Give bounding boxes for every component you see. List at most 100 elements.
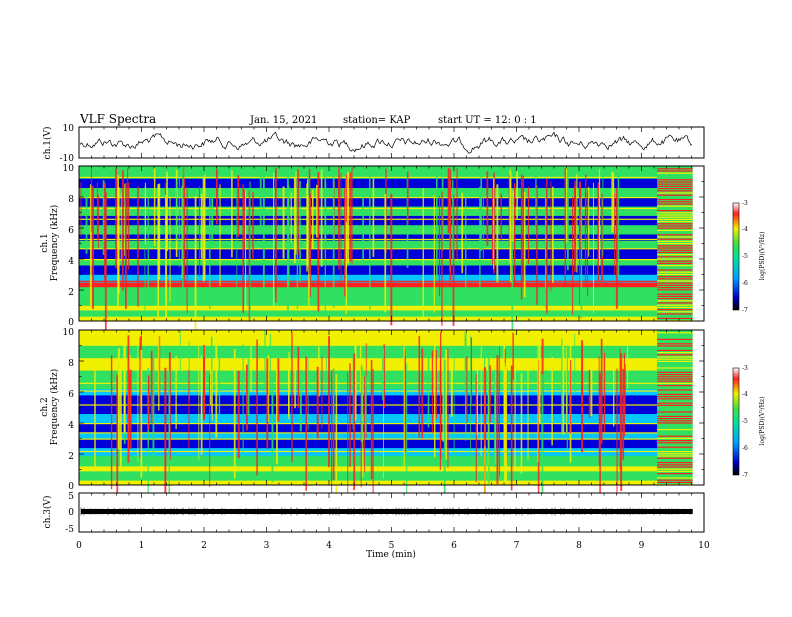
- spectrogram-end-row: [657, 196, 693, 198]
- spectrogram-sferic: [576, 173, 578, 273]
- spectrogram-end-row: [657, 470, 693, 472]
- spectrogram-sferic: [355, 341, 357, 412]
- spectrogram-sferic: [362, 375, 364, 478]
- spectrogram-end-row: [657, 234, 693, 236]
- spectrogram-sferic: [181, 185, 183, 278]
- spectrogram-sferic: [247, 358, 250, 416]
- spectrogram-sferic: [499, 346, 500, 476]
- spectrogram-sferic: [338, 176, 340, 235]
- spectrogram-sferic: [236, 193, 238, 303]
- ch3-ytick-bottom: -5: [65, 525, 74, 535]
- spectrogram-sferic: [245, 190, 247, 307]
- x-axis-tick-labels: 0 1 2 3 4 5 6 7 8 9 10: [76, 541, 710, 551]
- spectrogram-end-row: [657, 396, 693, 398]
- spectrogram-sferic: [183, 178, 185, 285]
- xtick-8: 8: [576, 541, 582, 551]
- spectrogram-sferic: [574, 186, 577, 272]
- spectrogram-sferic: [564, 168, 566, 288]
- spectrogram-sferic: [317, 172, 320, 312]
- spectrogram-sferic: [565, 347, 567, 433]
- spectrogram-sferic: [200, 193, 203, 259]
- spectrogram-end-row: [657, 424, 693, 426]
- ch2-freq-tick-2: 2: [68, 452, 74, 462]
- ch1-waveform-ylabel: ch.1(V): [42, 127, 53, 160]
- spectrogram-sferic: [613, 366, 615, 427]
- spectrogram-end-row: [657, 336, 693, 338]
- spectrogram-sferic: [123, 334, 126, 433]
- spectrogram-sferic: [443, 359, 446, 495]
- cb1-tick-m4: -4: [742, 226, 748, 233]
- header-date: Jan. 15, 2021: [249, 115, 317, 126]
- spectrogram-sferic: [117, 348, 120, 450]
- spectrogram-sferic: [541, 338, 544, 396]
- spectrogram-sferic: [211, 190, 214, 241]
- spectrogram-end-row: [657, 332, 693, 334]
- xtick-7: 7: [514, 541, 520, 551]
- spectrogram-tone-line: [79, 404, 693, 406]
- spectrogram-end-row: [657, 429, 693, 431]
- spectrogram-end-row: [657, 440, 693, 442]
- spectrogram-end-row: [657, 295, 693, 297]
- spectrogram-end-row: [657, 276, 693, 278]
- spectrogram-sferic: [372, 369, 374, 501]
- header-station: station= KAP: [343, 115, 411, 126]
- spectrogram-end-row: [657, 262, 693, 264]
- xtick-1: 1: [139, 541, 145, 551]
- spectrogram-sferic: [127, 335, 130, 463]
- spectrogram-band: [79, 310, 693, 317]
- ch1-ytick-top: 10: [63, 124, 75, 134]
- spectrogram-end-row: [657, 271, 693, 273]
- cb1-tick-m5: -5: [742, 253, 748, 260]
- spectrogram-sferic: [390, 193, 393, 326]
- spectrogram-end-row: [657, 433, 693, 435]
- spectrogram-end-row: [657, 210, 693, 212]
- spectrogram-band: [79, 345, 693, 359]
- spectrogram-sferic: [344, 188, 346, 297]
- spectrogram-band: [79, 316, 693, 322]
- spectrogram-end-row: [657, 227, 693, 229]
- spectrogram-sferic: [480, 347, 482, 457]
- spectrogram-sferic: [566, 167, 569, 271]
- spectrogram-end-row: [657, 304, 693, 306]
- spectrogram-sferic: [233, 348, 236, 479]
- spectrogram-sferic: [150, 350, 153, 424]
- spectrogram-sferic: [335, 374, 338, 506]
- spectrogram-end-row: [657, 473, 693, 475]
- spectrogram-end-row: [657, 338, 693, 340]
- spectrogram-sferic: [579, 182, 581, 305]
- spectrogram-sferic: [404, 356, 406, 452]
- spectrogram-sferic: [442, 369, 444, 442]
- spectrogram-sferic: [615, 188, 618, 309]
- spectrogram-sferic: [465, 189, 467, 294]
- spectrogram-sferic: [209, 193, 211, 309]
- spectrogram-sferic: [537, 337, 539, 463]
- spectrogram-end-row: [657, 232, 693, 234]
- ch3-waveform-trace: [80, 507, 693, 516]
- spectrogram-end-row: [657, 181, 693, 183]
- spectrogram-sferic: [359, 334, 362, 393]
- spectrogram-sferic: [266, 358, 269, 449]
- spectrogram-band: [79, 471, 693, 481]
- spectrogram-sferic: [512, 190, 514, 242]
- spectrogram-sferic: [246, 364, 248, 431]
- spectrogram-end-row: [657, 212, 693, 214]
- spectrogram-sferic: [441, 191, 443, 326]
- spectrogram-sferic: [102, 180, 105, 255]
- spectrogram-sferic: [362, 188, 365, 264]
- spectrogram-sferic: [332, 176, 335, 308]
- spectrogram-end-row: [657, 391, 693, 393]
- x-axis-label: Time (min): [366, 549, 416, 560]
- spectrogram-sferic: [431, 350, 434, 433]
- spectrogram-band: [79, 432, 693, 439]
- cb2-tick-m3: -3: [742, 365, 748, 372]
- spectrogram-sferic: [308, 195, 310, 307]
- cb2-tick-m6: -6: [742, 445, 748, 452]
- spectrogram-sferic: [353, 353, 356, 491]
- spectrogram-end-row: [657, 309, 693, 311]
- spectrogram-sferic: [328, 336, 330, 467]
- spectrogram-sferic: [277, 358, 280, 422]
- spectrogram-sferic: [562, 344, 565, 435]
- spectrogram-end-row: [657, 402, 693, 404]
